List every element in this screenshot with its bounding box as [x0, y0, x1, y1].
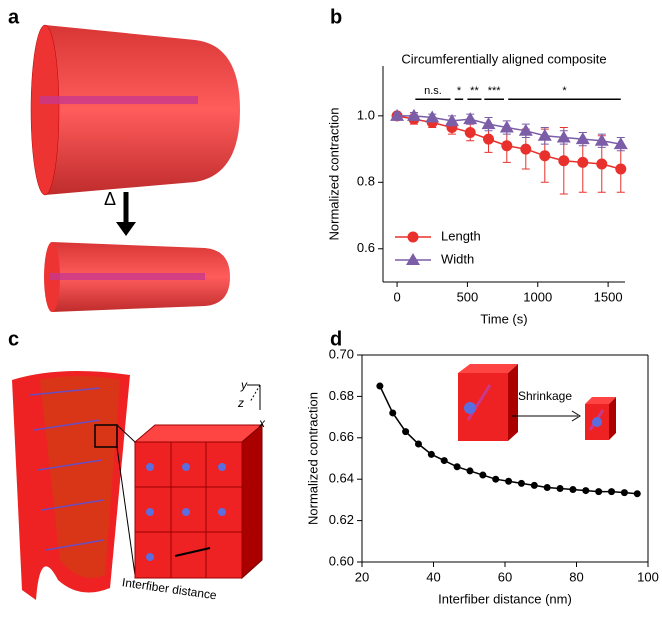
inset-cubes: [458, 364, 616, 441]
chart-title: Circumferentially aligned composite: [401, 51, 606, 66]
y-tick-label: 0.6: [357, 240, 375, 255]
y-axis-label: Normalized contraction: [326, 108, 341, 241]
illustration-label: Interfiber distance: [121, 575, 218, 602]
axes-glyph: [247, 384, 261, 410]
marker: [463, 112, 478, 125]
x-tick-label: 20: [355, 569, 369, 584]
x-tick-label: 1000: [523, 289, 552, 304]
y-axis-label: Normalized contraction: [305, 392, 320, 525]
arrow: [116, 192, 136, 236]
marker: [440, 457, 448, 465]
marker: [390, 108, 405, 121]
x-tick-label: 60: [498, 569, 512, 584]
y-tick-label: 0.62: [329, 512, 354, 527]
shell: [12, 371, 136, 600]
marker: [414, 440, 422, 448]
marker: [537, 128, 552, 141]
marker: [530, 481, 538, 489]
panel-label: b: [330, 6, 342, 28]
marker: [499, 120, 514, 133]
y-tick-label: 0.68: [329, 388, 354, 403]
significance-label: n.s.: [424, 85, 442, 97]
marker: [517, 479, 525, 487]
marker: [556, 485, 564, 493]
marker: [615, 163, 627, 175]
marker: [444, 113, 459, 126]
marker: [402, 428, 410, 436]
significance-label: *: [562, 85, 567, 97]
y-tick-label: 1.0: [357, 107, 375, 122]
x-tick-label: 80: [569, 569, 583, 584]
panel-label: a: [8, 6, 20, 28]
y-tick-label: 0.60: [329, 553, 354, 568]
marker: [569, 486, 577, 494]
cube: [133, 423, 264, 580]
marker: [539, 150, 551, 162]
marker: [633, 490, 641, 498]
marker: [464, 126, 476, 138]
x-axis-label: Time (s): [480, 311, 527, 326]
marker: [594, 133, 609, 146]
marker: [483, 133, 495, 145]
marker: [389, 409, 397, 417]
marker: [406, 253, 420, 265]
y-tick-label: 0.64: [329, 471, 354, 486]
significance-label: **: [470, 85, 479, 97]
legend-label: Length: [441, 228, 481, 243]
marker: [427, 450, 435, 458]
marker: [577, 156, 589, 168]
marker: [582, 487, 590, 495]
x-tick-label: 1500: [594, 289, 623, 304]
marker: [501, 140, 513, 152]
panel-label: c: [8, 328, 19, 350]
significance-label: ***: [488, 85, 502, 97]
marker: [596, 158, 608, 170]
marker: [556, 130, 571, 143]
axis-glyph-label: y: [240, 378, 248, 392]
marker: [481, 117, 496, 130]
marker: [595, 488, 603, 496]
inset-label: Shrinkage: [518, 389, 572, 403]
legend-label: Width: [441, 251, 474, 266]
marker: [376, 382, 384, 390]
panel-label: d: [330, 328, 342, 350]
marker: [407, 231, 419, 243]
marker: [620, 489, 628, 497]
marker: [613, 137, 628, 150]
cylinder-small: [44, 242, 230, 312]
marker: [453, 463, 461, 471]
marker: [505, 477, 513, 485]
marker: [518, 123, 533, 136]
x-tick-label: 500: [457, 289, 479, 304]
marker: [479, 471, 487, 479]
axis-glyph-label: z: [237, 396, 244, 410]
marker: [520, 143, 532, 155]
x-tick-label: 100: [637, 569, 659, 584]
x-axis-label: Interfiber distance (nm): [438, 591, 572, 606]
cylinder-large: [30, 24, 240, 196]
axis-glyph-label: x: [258, 416, 266, 430]
marker: [406, 108, 421, 121]
y-tick-label: 0.66: [329, 429, 354, 444]
marker: [543, 483, 551, 491]
x-tick-label: 0: [393, 289, 400, 304]
marker: [492, 475, 500, 483]
marker: [608, 488, 616, 496]
marker: [558, 155, 570, 167]
marker: [425, 110, 440, 123]
marker: [575, 132, 590, 145]
y-tick-label: 0.8: [357, 174, 375, 189]
arrow-label: Δ: [104, 189, 116, 209]
marker: [466, 467, 474, 475]
significance-label: *: [457, 85, 462, 97]
x-tick-label: 40: [426, 569, 440, 584]
y-tick-label: 0.70: [329, 346, 354, 361]
